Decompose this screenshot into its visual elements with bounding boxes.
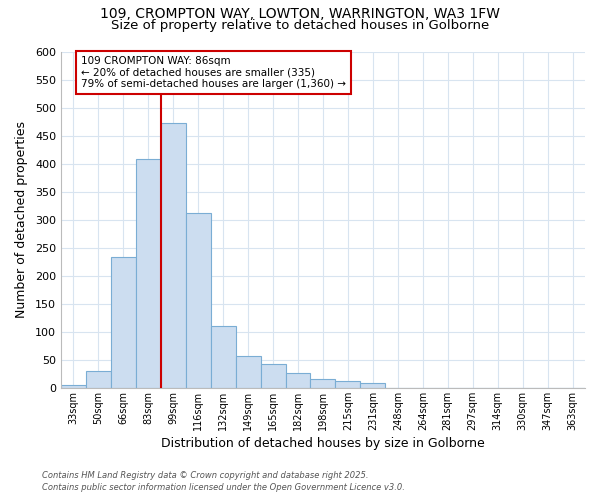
Text: 109, CROMPTON WAY, LOWTON, WARRINGTON, WA3 1FW: 109, CROMPTON WAY, LOWTON, WARRINGTON, W… (100, 8, 500, 22)
Y-axis label: Number of detached properties: Number of detached properties (15, 121, 28, 318)
Bar (260, 364, 286, 388)
Bar (86, 371, 111, 388)
Bar (211, 326, 236, 388)
Bar (361, 383, 385, 388)
Bar (161, 122, 186, 388)
Bar (111, 258, 136, 388)
Bar (335, 381, 361, 388)
Bar (61, 385, 86, 388)
Bar (310, 380, 335, 388)
Bar (286, 373, 310, 388)
Bar (186, 213, 211, 388)
Text: 109 CROMPTON WAY: 86sqm
← 20% of detached houses are smaller (335)
79% of semi-d: 109 CROMPTON WAY: 86sqm ← 20% of detache… (81, 56, 346, 89)
Text: Contains HM Land Registry data © Crown copyright and database right 2025.
Contai: Contains HM Land Registry data © Crown c… (42, 471, 405, 492)
Text: Size of property relative to detached houses in Golborne: Size of property relative to detached ho… (111, 18, 489, 32)
X-axis label: Distribution of detached houses by size in Golborne: Distribution of detached houses by size … (161, 437, 485, 450)
Bar (236, 356, 260, 388)
Bar (136, 159, 161, 388)
